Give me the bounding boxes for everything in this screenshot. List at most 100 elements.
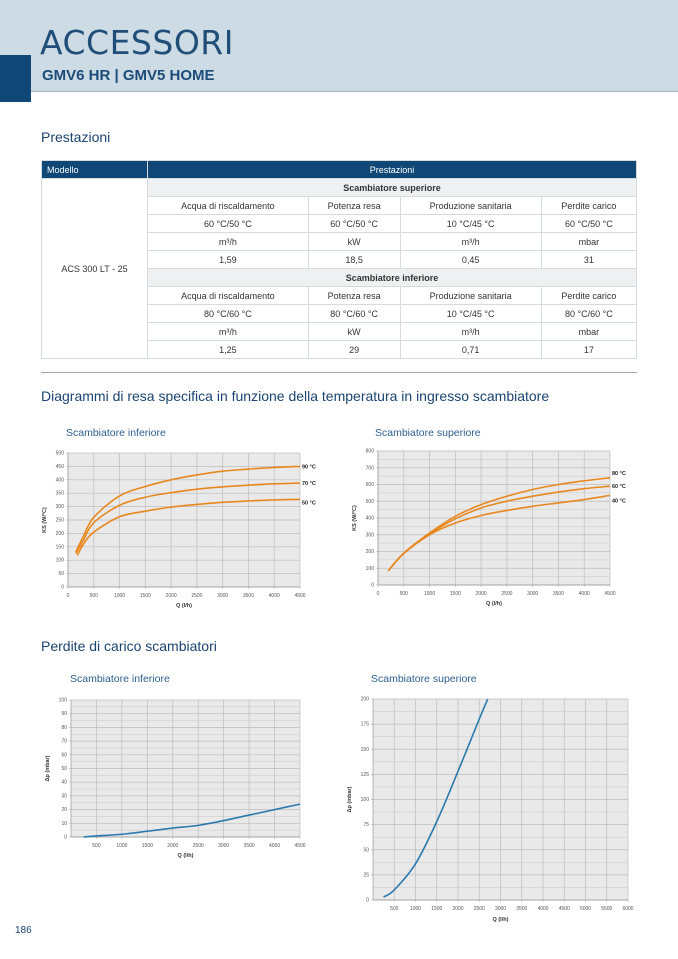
- y-tick-label: 40: [61, 780, 67, 786]
- page-title: ACCESSORI: [40, 23, 234, 62]
- section-heading-prestazioni: Prestazioni: [41, 129, 111, 145]
- y-tick-label: 200: [361, 697, 370, 703]
- table-row: m³/h kW m³/h mbar: [42, 232, 638, 251]
- y-tick-label: 30: [61, 793, 67, 799]
- y-tick-label: 450: [56, 464, 65, 470]
- y-tick-label: 0: [371, 583, 374, 589]
- x-tick-label: 1000: [116, 843, 127, 849]
- x-tick-label: 3500: [244, 843, 255, 849]
- y-tick-label: 25: [363, 872, 369, 878]
- x-tick-label: 5500: [601, 906, 612, 912]
- series-label: 50 °C: [302, 500, 316, 506]
- y-tick-label: 0: [64, 835, 67, 841]
- y-tick-label: 500: [366, 499, 375, 505]
- y-tick-label: 20: [61, 807, 67, 813]
- table-row: Acqua di riscaldamento Potenza resa Produz…: [42, 196, 638, 215]
- y-tick-label: 600: [366, 482, 375, 488]
- y-tick-label: 50: [363, 847, 369, 853]
- divider: [41, 372, 637, 373]
- x-tick-label: 2500: [474, 906, 485, 912]
- x-tick-label: 4500: [604, 591, 615, 597]
- y-tick-label: 80: [61, 725, 67, 731]
- series-line: [75, 465, 301, 553]
- y-tick-label: 75: [363, 822, 369, 828]
- x-tick-label: 2000: [167, 843, 178, 849]
- section-lower: Scambiatore inferiore: [147, 268, 637, 287]
- x-tick-label: 4500: [559, 906, 570, 912]
- chart-title: Scambiatore inferiore: [66, 427, 166, 439]
- x-tick-label: 1000: [424, 591, 435, 597]
- series-line: [383, 698, 489, 898]
- x-tick-label: 4000: [537, 906, 548, 912]
- y-tick-label: 800: [366, 449, 375, 455]
- x-tick-label: 500: [92, 843, 101, 849]
- x-tick-label: 1500: [450, 591, 461, 597]
- x-tick-label: 2500: [193, 843, 204, 849]
- y-tick-label: 50: [58, 571, 64, 577]
- x-tick-label: 500: [90, 593, 99, 599]
- y-tick-label: 250: [56, 518, 65, 524]
- y-tick-label: 50: [61, 766, 67, 772]
- x-tick-label: 1000: [114, 593, 125, 599]
- chart-1: 0 100 200 300 400 500 600 700 800 0 500 1000 1500 200…: [352, 449, 626, 608]
- y-tick-label: 150: [56, 544, 65, 550]
- y-tick-label: 400: [56, 477, 65, 483]
- x-tick-label: 2500: [191, 593, 202, 599]
- x-axis-label: Q (l/h): [178, 853, 194, 859]
- series-label: 70 °C: [302, 481, 316, 487]
- chart-title: Scambiatore superiore: [375, 427, 481, 439]
- chart-3: 0 25 50 75 100 125 150 175 200 500 1000 1500 2000 250…: [347, 697, 634, 924]
- x-tick-label: 1500: [431, 906, 442, 912]
- section-heading-diagrammi: Diagrammi di resa specifica in funzione …: [41, 388, 550, 404]
- x-axis-label: Q (l/h): [176, 603, 192, 609]
- y-tick-label: 125: [361, 772, 370, 778]
- y-tick-label: 300: [56, 504, 65, 510]
- chart-title: Scambiatore inferiore: [70, 673, 170, 685]
- x-tick-label: 4500: [294, 593, 305, 599]
- page-number: 186: [15, 925, 32, 936]
- x-tick-label: 3000: [218, 843, 229, 849]
- series-label: 90 °C: [302, 464, 316, 470]
- y-tick-label: 400: [366, 516, 375, 522]
- table-row: 1,25 29 0,71 17: [42, 340, 638, 359]
- x-tick-label: 4000: [269, 593, 280, 599]
- x-tick-label: 2000: [476, 591, 487, 597]
- x-tick-label: 1500: [142, 843, 153, 849]
- y-tick-label: 350: [56, 491, 65, 497]
- model-cell: ACS 300 LT - 25: [41, 178, 148, 359]
- x-tick-label: 2500: [501, 591, 512, 597]
- x-tick-label: 3000: [495, 906, 506, 912]
- y-tick-label: 0: [366, 898, 369, 904]
- y-tick-label: 200: [56, 531, 65, 537]
- x-tick-label: 2000: [166, 593, 177, 599]
- x-tick-label: 3500: [243, 593, 254, 599]
- x-tick-label: 6000: [622, 906, 633, 912]
- x-tick-label: 3000: [527, 591, 538, 597]
- header-band: [0, 0, 678, 92]
- section-heading-perdite: Perdite di carico scambiatori: [41, 638, 217, 654]
- y-axis-label: KS (W/°C): [352, 505, 358, 531]
- table-row: Acqua di riscaldamento Potenza resa Produz…: [42, 286, 638, 305]
- y-tick-label: 700: [366, 465, 375, 471]
- y-tick-label: 0: [61, 585, 64, 591]
- table-row: 1,59 18,5 0,45 31: [42, 250, 638, 269]
- y-tick-label: 175: [361, 722, 370, 728]
- section-upper: Scambiatore superiore: [147, 178, 637, 197]
- y-tick-label: 150: [361, 747, 370, 753]
- x-tick-label: 3000: [217, 593, 228, 599]
- table-row: 80 °C/60 °C 80 °C/60 °C 10 °C/45 °C 80 °C/6…: [42, 304, 638, 323]
- chart-2: 0 10 20 30 40 50 60 70 80 90 100 500 1000 1500 2000 250…: [45, 698, 306, 860]
- x-tick-label: 4500: [294, 843, 305, 849]
- series-label: 40 °C: [612, 498, 626, 504]
- y-tick-label: 100: [59, 698, 68, 704]
- cell: 17: [540, 340, 638, 359]
- x-axis-label: Q (l/h): [486, 601, 502, 607]
- x-tick-label: 2000: [452, 906, 463, 912]
- y-axis-label: KS (W/°C): [42, 507, 48, 533]
- x-tick-label: 3500: [553, 591, 564, 597]
- x-tick-label: 1500: [140, 593, 151, 599]
- y-tick-label: 200: [366, 549, 375, 555]
- header-accent-block: [0, 55, 31, 102]
- y-tick-label: 500: [56, 451, 65, 457]
